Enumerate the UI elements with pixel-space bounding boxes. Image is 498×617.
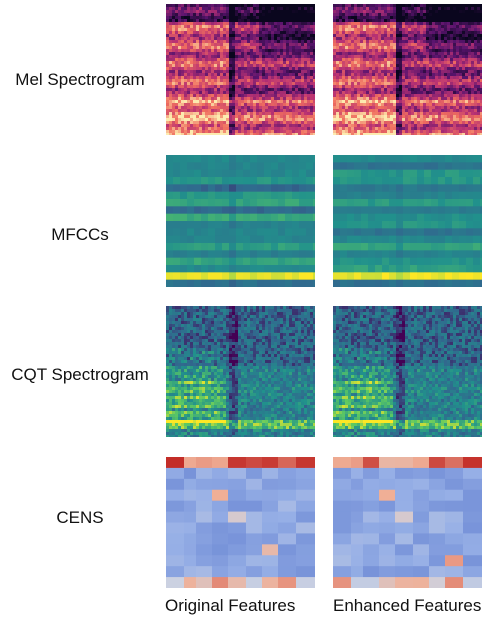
mfcc-original-panel (166, 155, 315, 287)
cqt-enhanced-image (333, 306, 482, 437)
mel-original-image (166, 4, 315, 135)
mel-enhanced-image (333, 4, 482, 135)
column-label-original: Original Features (165, 596, 296, 615)
column-label-enhanced: Enhanced Features (333, 596, 482, 615)
mfcc-enhanced-image (333, 155, 482, 287)
cqt-original-panel (166, 306, 315, 437)
cens-enhanced-panel (333, 457, 482, 588)
cqt-original-image (166, 306, 315, 437)
row-label-cens: CENS (56, 508, 104, 527)
cens-original-panel (166, 457, 315, 588)
mfcc-original-image (166, 155, 315, 287)
cqt-enhanced-panel (333, 306, 482, 437)
row-label-cqt: CQT Spectrogram (11, 365, 149, 384)
row-label-mel: Mel Spectrogram (15, 70, 145, 89)
row-label-mfcc: MFCCs (51, 225, 109, 244)
mel-enhanced-panel (333, 4, 482, 135)
cens-enhanced-image (333, 457, 482, 588)
mel-original-panel (166, 4, 315, 135)
cens-original-image (166, 457, 315, 588)
mfcc-enhanced-panel (333, 155, 482, 287)
